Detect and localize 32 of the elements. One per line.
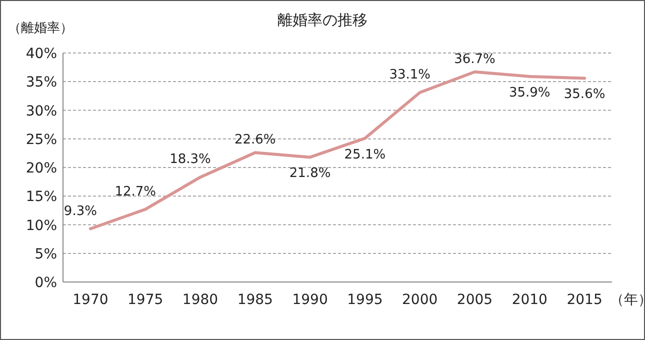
data-label: 35.9%	[508, 85, 550, 100]
x-tick-label: 1990	[292, 292, 328, 308]
data-label: 35.6%	[564, 87, 606, 102]
y-tick-label: 40%	[26, 46, 57, 62]
x-axis-title: （年）	[610, 292, 645, 308]
y-tick-label: 25%	[26, 132, 57, 148]
data-label: 33.1%	[389, 68, 431, 83]
y-tick-label: 35%	[26, 74, 57, 91]
x-tick-label: 1995	[347, 292, 383, 308]
data-label: 12.7%	[114, 184, 156, 200]
x-tick-label: 1985	[237, 292, 273, 308]
x-tick-label: 2000	[402, 292, 438, 308]
y-tick-label: 10%	[26, 218, 57, 234]
data-label: 36.7%	[454, 52, 496, 67]
data-label: 22.6%	[234, 132, 276, 148]
y-tick-label: 30%	[26, 103, 57, 120]
y-axis-title: （離婚率）	[8, 20, 73, 36]
x-tick-label: 1975	[128, 292, 164, 308]
x-tick-label: 2005	[456, 292, 493, 308]
y-tick-label: 20%	[26, 160, 57, 176]
y-tick-label: 5%	[34, 246, 57, 262]
data-label: 9.3%	[64, 204, 97, 219]
chart-title: 離婚率の推移	[278, 11, 368, 29]
y-tick-label: 15%	[26, 189, 57, 206]
data-label: 21.8%	[289, 166, 331, 182]
x-tick-label: 2010	[512, 292, 548, 308]
data-label: 25.1%	[344, 147, 386, 162]
data-label: 18.3%	[170, 152, 211, 168]
x-tick-label: 1970	[72, 292, 108, 308]
x-tick-label: 1980	[182, 292, 218, 308]
y-tick-label: 0%	[34, 275, 57, 291]
x-tick-label: 2015	[566, 292, 602, 308]
